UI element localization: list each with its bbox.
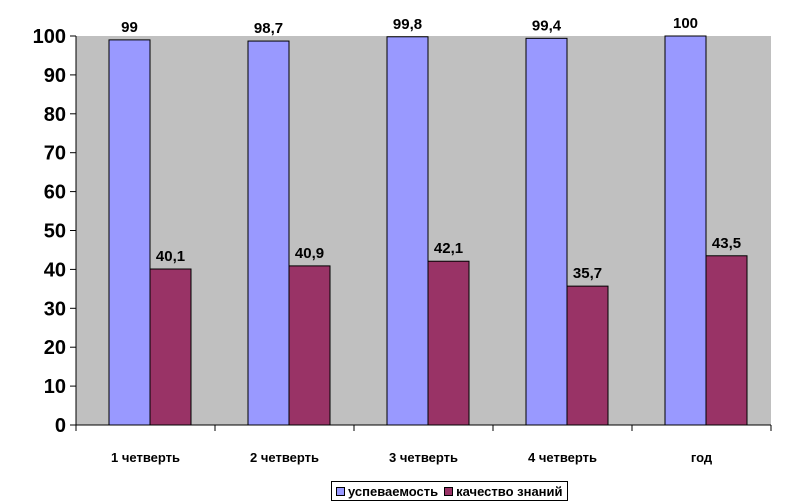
data-label-0-3: 99,4 xyxy=(532,17,562,34)
y-tick-label-7: 70 xyxy=(44,143,66,165)
y-tick-label-1: 10 xyxy=(44,376,66,398)
legend-label-success: успеваемость xyxy=(348,483,439,499)
bar-0-0 xyxy=(108,39,151,426)
y-tick-label-8: 80 xyxy=(44,104,66,126)
data-label-1-4: 43,5 xyxy=(712,235,741,252)
y-tick-label-5: 50 xyxy=(44,221,66,243)
bar-0-3 xyxy=(525,37,568,426)
data-label-1-2: 42,1 xyxy=(434,240,463,257)
data-label-1-3: 35,7 xyxy=(573,265,602,282)
y-tick-label-9: 90 xyxy=(44,65,66,87)
legend-label-quality: качество знаний xyxy=(456,483,563,499)
data-label-1-1: 40,9 xyxy=(295,245,324,262)
bar-0-1 xyxy=(247,40,290,426)
category-label-2: 3 четверть xyxy=(389,450,458,465)
y-tick-label-0: 0 xyxy=(55,415,66,437)
legend-item-success: успеваемость xyxy=(336,484,438,499)
bar-1-3 xyxy=(566,285,609,426)
y-tick-label-4: 40 xyxy=(44,259,66,281)
data-label-0-2: 99,8 xyxy=(393,16,422,33)
bar-1-2 xyxy=(427,260,470,426)
data-label-0-1: 98,7 xyxy=(254,20,283,37)
legend-swatch-success xyxy=(336,486,345,496)
bar-1-1 xyxy=(288,265,331,426)
bar-1-4 xyxy=(705,255,748,426)
data-label-1-0: 40,1 xyxy=(156,248,185,265)
y-tick-label-6: 60 xyxy=(44,182,66,204)
bar-chart: 99 40,1 1 четверть 98,7 40,9 2 четверть 99,8 42… xyxy=(33,15,772,465)
category-label-3: 4 четверть xyxy=(528,450,597,465)
bar-0-4 xyxy=(664,35,707,426)
legend-item-quality: качество знаний xyxy=(444,483,563,499)
category-label-0: 1 четверть xyxy=(111,450,180,465)
legend-swatch-quality xyxy=(444,486,454,496)
category-label-1: 2 четверть xyxy=(250,450,319,465)
bar-1-0 xyxy=(149,268,192,426)
data-label-0-4: 100 xyxy=(673,15,698,32)
category-label-4: год xyxy=(691,450,713,465)
legend: успеваемость качество знаний xyxy=(331,481,568,501)
y-tick-label-10: 100 xyxy=(33,26,66,48)
data-label-0-0: 99 xyxy=(121,19,138,36)
bar-0-2 xyxy=(386,36,429,426)
y-tick-label-3: 30 xyxy=(44,298,66,320)
y-tick-label-2: 20 xyxy=(44,337,66,359)
